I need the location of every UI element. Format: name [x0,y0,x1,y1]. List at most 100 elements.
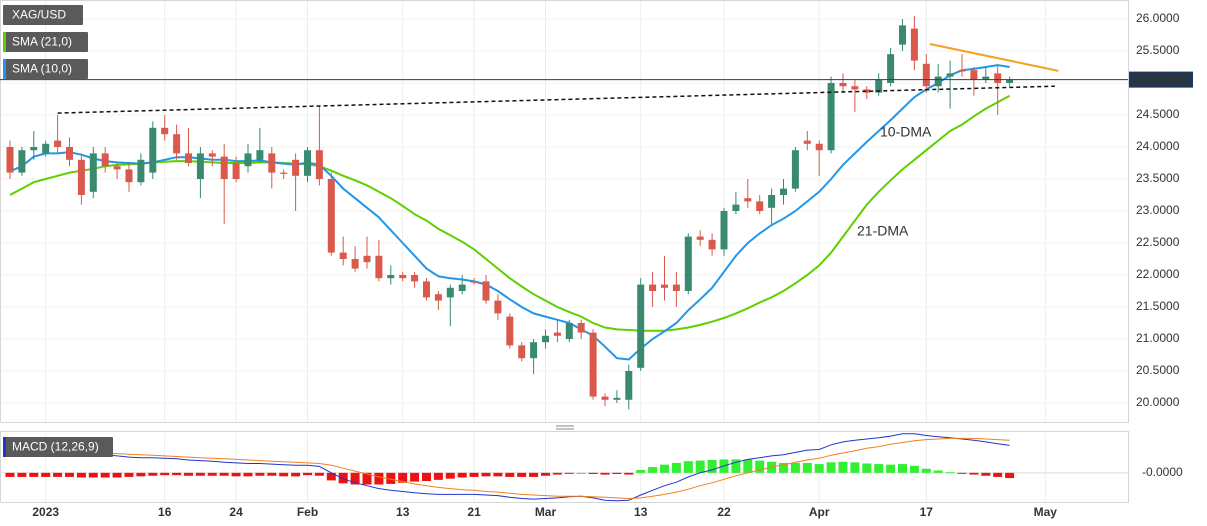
annotation: 10-DMA [880,124,932,140]
histogram-bar [350,472,360,485]
x-tick-label: May [1034,505,1058,519]
histogram-bar [493,472,503,477]
y-tick-label: 23.5000 [1136,171,1180,185]
candle-body [375,255,383,279]
y-tick-label: 25.5000 [1136,43,1180,57]
histogram-bar [279,472,289,477]
candle-body [756,201,764,211]
candle-body [280,172,288,174]
histogram-bar [778,462,788,473]
y-tick-label: 23.0000 [1136,203,1180,217]
histogram-bar [874,464,884,473]
y-tick-label: 24.0000 [1136,139,1180,153]
histogram-bar [29,472,39,477]
candle-body [565,322,573,339]
candle-body [803,140,811,144]
candle-body [125,169,133,183]
candle-body [399,274,407,279]
candle-body [54,140,62,148]
macd-panel [0,431,1129,503]
histogram-bar [755,460,765,473]
candle-body [30,147,38,151]
x-tick-label: Apr [809,505,830,519]
histogram-bar [921,468,931,473]
candle-body [220,156,228,180]
histogram-bar [659,464,669,473]
trendline [929,42,1059,72]
y-tick-label: 26.0000 [1136,11,1180,25]
histogram-bar [529,472,539,477]
histogram-bar [576,472,586,474]
candle-body [684,236,692,291]
legend: XAG/USD SMA (21,0) SMA (10,0) MACD (12,26,9… [3,5,113,457]
y-tick-label: 21.5000 [1136,299,1180,313]
candle-body [494,300,502,314]
histogram-bar [850,462,860,473]
histogram-bar [814,464,824,473]
candle-body [732,204,740,211]
candle-body [720,211,728,250]
candle-body [446,287,454,298]
histogram-bar [743,459,753,473]
histogram-bar [231,472,241,477]
candle-body [470,281,478,283]
legend-label: MACD (12,26,9) [12,440,99,454]
candle-body [173,134,181,154]
histogram-bar [886,464,896,473]
x-tick-label: 22 [717,505,731,519]
histogram-bar [505,472,515,477]
candle-body [601,396,609,400]
histogram-bar [219,472,229,476]
candle-body [910,28,918,61]
x-tick-label: Mar [535,505,557,519]
candle-body [970,70,978,80]
candle-body [113,166,121,170]
histogram-bar [112,472,122,478]
price-plot [0,1,1128,422]
candle-body [232,163,240,180]
legend-swatch [3,59,6,79]
legend-label: SMA (21,0) [12,35,72,49]
candle-body [994,73,1002,84]
histogram-bar [338,472,348,484]
candle-body [613,397,621,400]
candle-body [387,274,395,279]
trendline [57,85,1055,114]
candle-body [589,332,597,397]
histogram-bar [314,472,324,476]
histogram-bar [957,472,967,474]
histogram-bar [172,472,182,476]
histogram-bar [76,472,86,478]
histogram-bar [993,472,1003,477]
x-tick-label: 13 [396,505,410,519]
candle-body [946,73,954,77]
candle-body [922,63,930,87]
histogram-bar [183,472,193,476]
histogram-bar [255,472,265,476]
candle-body [422,281,430,298]
histogram-bar [398,472,408,483]
candle-body [101,153,109,167]
candle-body [411,274,419,282]
candle-body [637,284,645,368]
histogram-bar [267,472,277,476]
histogram-bar [564,472,574,474]
candle-body [363,255,371,263]
histogram-bar [933,470,943,473]
x-tick-label: 16 [158,505,172,519]
y-tick-label: 21.0000 [1136,331,1180,345]
histogram-bar [481,472,491,477]
histogram-bar [302,472,312,476]
x-tick-label: 2023 [32,505,59,519]
candle-body [518,345,526,359]
x-tick-label: 24 [229,505,243,519]
candle-body [660,284,668,288]
histogram-bar [909,465,919,473]
histogram-bar [326,472,336,481]
candle-body [744,198,752,202]
histogram-bar [433,472,443,480]
y-tick-label: 20.0000 [1136,395,1180,409]
legend-box [3,5,83,25]
